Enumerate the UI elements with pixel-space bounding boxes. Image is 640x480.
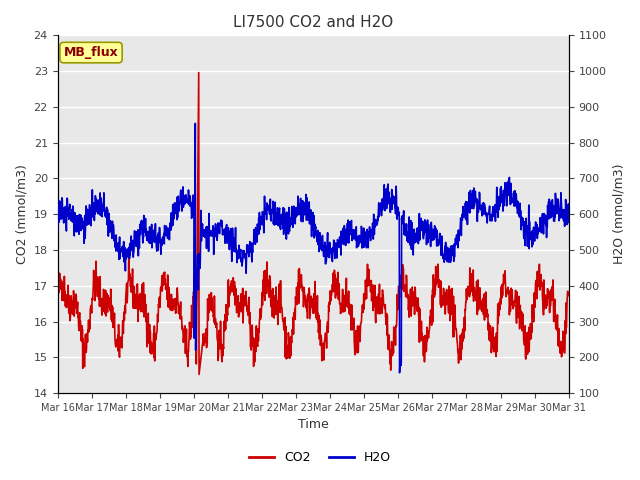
- Legend: CO2, H2O: CO2, H2O: [244, 446, 396, 469]
- Title: LI7500 CO2 and H2O: LI7500 CO2 and H2O: [233, 15, 393, 30]
- Text: MB_flux: MB_flux: [63, 46, 118, 59]
- X-axis label: Time: Time: [298, 419, 328, 432]
- Y-axis label: H2O (mmol/m3): H2O (mmol/m3): [612, 164, 625, 264]
- Y-axis label: CO2 (mmol/m3): CO2 (mmol/m3): [15, 164, 28, 264]
